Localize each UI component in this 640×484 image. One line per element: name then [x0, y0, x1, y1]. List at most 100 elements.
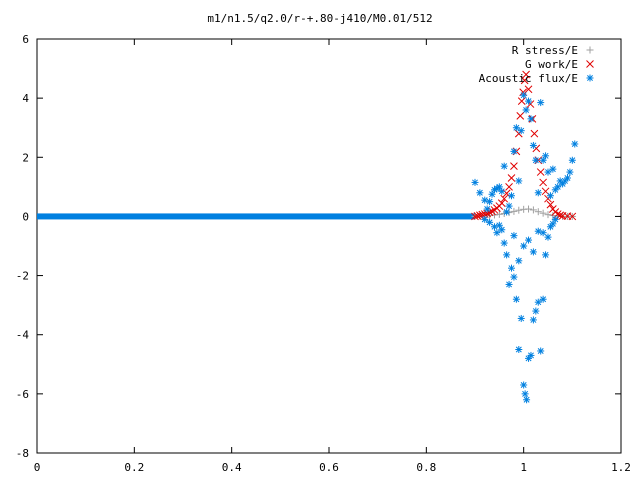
- data-point: [510, 232, 518, 240]
- data-point: [476, 189, 484, 197]
- y-tick-label: -4: [16, 329, 30, 342]
- data-point: [498, 226, 506, 234]
- data-point: [534, 227, 542, 235]
- data-point: [542, 152, 550, 160]
- data-point: [522, 70, 530, 79]
- data-point: [505, 183, 513, 191]
- data-point: [544, 233, 552, 241]
- data-point: [539, 229, 547, 237]
- series-layer: [471, 70, 579, 404]
- data-point: [500, 239, 508, 247]
- data-point: [549, 165, 557, 173]
- data-point: [520, 242, 528, 250]
- y-tick-label: 6: [22, 33, 29, 46]
- data-point: [554, 183, 562, 191]
- data-point: [481, 215, 489, 223]
- x-tick-label: 1.2: [611, 461, 631, 474]
- x-tick-label: 0.4: [222, 461, 242, 474]
- legend-label: Acoustic flux/E: [479, 72, 578, 85]
- data-point: [546, 200, 555, 209]
- data-point: [525, 97, 533, 105]
- data-point: [551, 215, 559, 223]
- legend-label: R stress/E: [512, 44, 578, 57]
- data-point: [537, 347, 545, 355]
- data-point: [517, 314, 525, 322]
- data-point: [510, 147, 518, 155]
- x-tick-label: 0.2: [124, 461, 144, 474]
- data-point: [539, 295, 547, 303]
- x-tick-label: 0: [34, 461, 41, 474]
- y-tick-label: -2: [16, 270, 29, 283]
- data-point: [503, 251, 511, 259]
- data-point: [527, 115, 535, 123]
- data-point: [471, 212, 479, 221]
- data-point: [529, 206, 537, 214]
- data-point: [529, 248, 537, 256]
- data-point: [510, 207, 518, 215]
- data-point: [515, 257, 523, 265]
- data-point: [536, 168, 545, 176]
- data-point: [508, 264, 515, 272]
- data-point: [527, 351, 535, 359]
- data-point: [515, 206, 523, 214]
- data-point: [481, 196, 489, 204]
- data-point: [500, 162, 508, 170]
- chart-title: m1/n1.5/q2.0/r-+.80-j410/M0.01/512: [207, 12, 432, 25]
- data-point: [510, 273, 518, 281]
- data-point: [512, 295, 520, 303]
- data-point: [500, 194, 509, 203]
- data-point: [520, 381, 528, 389]
- data-point: [495, 210, 503, 218]
- data-point: [563, 174, 571, 182]
- series-asterisk: [471, 91, 579, 404]
- x-tick-label: 1: [520, 461, 527, 474]
- data-point: [522, 106, 530, 114]
- data-point: [537, 99, 545, 107]
- data-point: [507, 174, 516, 182]
- data-point: [532, 307, 540, 315]
- data-point: [505, 202, 513, 210]
- data-point: [503, 208, 511, 216]
- data-point: [471, 178, 479, 186]
- flux-baseline-band: [37, 213, 475, 220]
- data-point: [483, 205, 491, 213]
- data-point: [520, 91, 528, 99]
- data-point: [571, 140, 579, 148]
- data-point: [539, 178, 547, 187]
- data-point: [486, 218, 494, 226]
- legend-label: G work/E: [525, 58, 578, 71]
- legend-marker: [586, 60, 594, 68]
- data-point: [544, 168, 552, 176]
- x-tick-label: 0.6: [319, 461, 339, 474]
- y-tick-label: 4: [22, 92, 29, 105]
- data-point: [556, 211, 565, 220]
- data-point: [497, 199, 506, 207]
- x-tick-label: 0.8: [416, 461, 436, 474]
- data-point: [523, 396, 531, 404]
- data-point: [512, 124, 520, 132]
- data-point: [476, 211, 484, 220]
- x-axis: 0 0.2 0.4 0.6 0.8 1 1.2: [34, 39, 631, 474]
- legend-marker: [586, 74, 594, 82]
- y-tick-label: -8: [16, 447, 29, 460]
- y-tick-label: 2: [22, 151, 29, 164]
- data-point: [515, 346, 523, 353]
- data-point: [568, 156, 576, 164]
- baseline-layer: [37, 213, 475, 220]
- data-point: [568, 212, 577, 221]
- y-tick-label: -6: [16, 388, 29, 401]
- data-point: [515, 177, 523, 185]
- data-point: [498, 187, 506, 195]
- data-point: [510, 162, 518, 171]
- data-point: [549, 212, 557, 220]
- data-point: [508, 192, 515, 200]
- data-point: [520, 76, 529, 85]
- data-point: [539, 209, 547, 217]
- data-point: [525, 236, 533, 244]
- y-axis: -8 -6 -4 -2 0 2 4 6: [16, 33, 621, 460]
- legend-marker: [586, 46, 594, 54]
- data-point: [534, 208, 542, 216]
- data-point: [529, 316, 537, 324]
